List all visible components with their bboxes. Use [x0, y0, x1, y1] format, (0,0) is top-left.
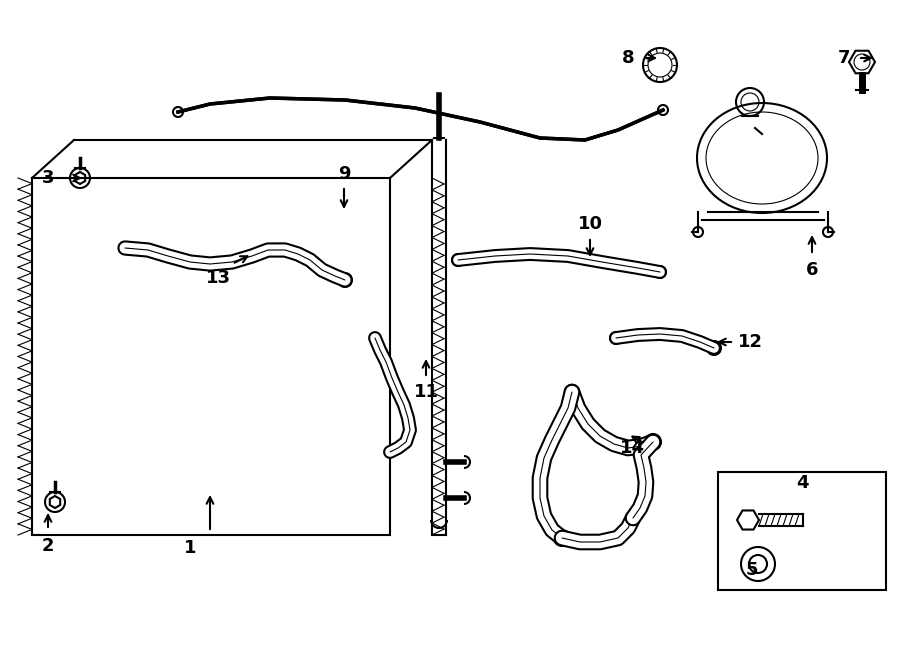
Text: 2: 2: [41, 537, 54, 555]
Text: 7: 7: [838, 49, 850, 67]
Text: 6: 6: [806, 261, 818, 279]
Text: 12: 12: [737, 333, 762, 351]
Text: 14: 14: [619, 439, 644, 457]
Text: 11: 11: [413, 383, 438, 401]
Text: 8: 8: [622, 49, 634, 67]
Text: 13: 13: [205, 269, 230, 287]
Text: 9: 9: [338, 165, 350, 183]
Bar: [718, 472, 886, 590]
Text: 4: 4: [796, 474, 808, 492]
Text: 1: 1: [184, 539, 196, 557]
Text: 10: 10: [578, 215, 602, 233]
Text: 3: 3: [41, 169, 54, 187]
Text: 5: 5: [746, 561, 758, 579]
